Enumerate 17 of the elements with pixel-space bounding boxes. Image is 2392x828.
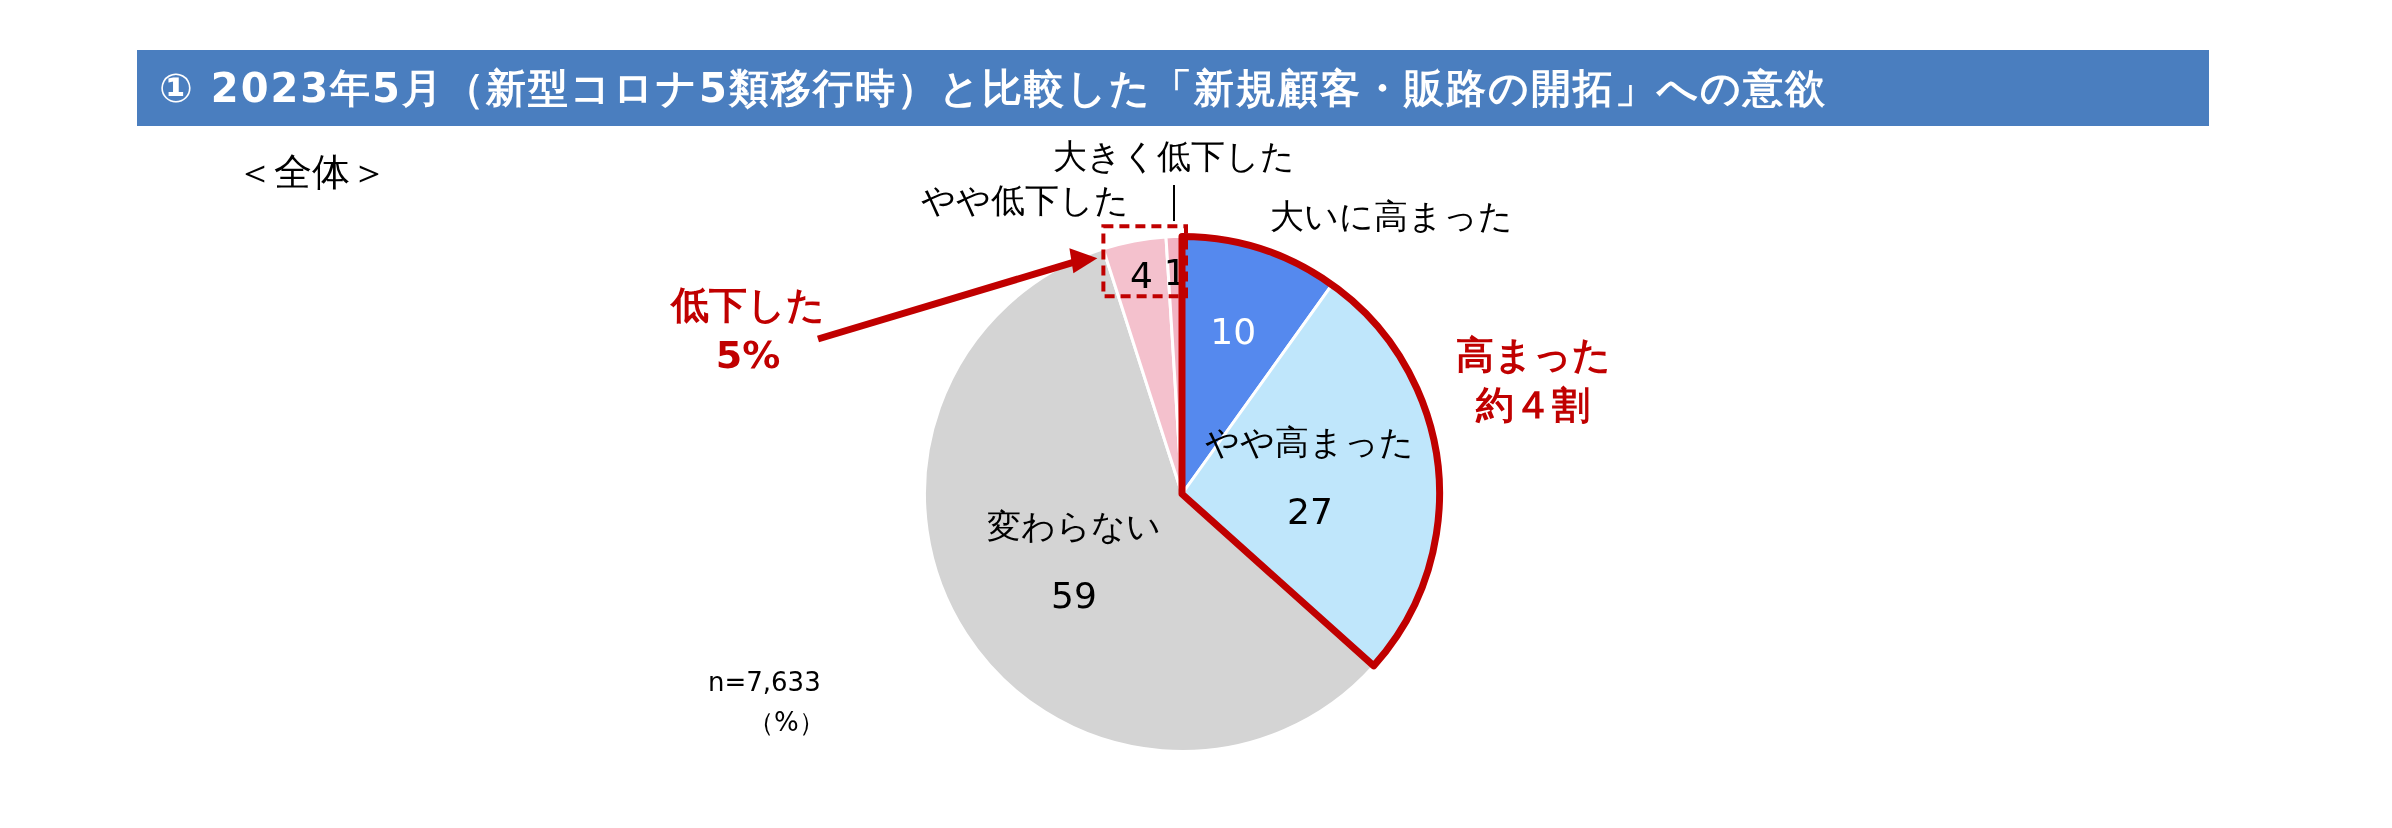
data-label: 59 xyxy=(1051,575,1097,617)
text: 高まった xyxy=(1454,332,1612,379)
slice-label: 大きく低下した xyxy=(1052,136,1295,177)
text: （%） xyxy=(748,706,825,739)
text: 5% xyxy=(714,332,782,379)
text: 低下した xyxy=(669,282,826,329)
slice-label: 変わらない xyxy=(986,505,1161,546)
slice-label: やや高まった xyxy=(1205,421,1415,462)
text: n=7,633 xyxy=(708,666,821,699)
data-label: 10 xyxy=(1210,311,1257,353)
slice-label: 大いに高まった xyxy=(1270,196,1514,237)
chart-title: ① 2023年5月（新型コロナ5類移行時）と比較した「新規顧客・販路の開拓」への意欲 xyxy=(137,50,2209,126)
data-label: 27 xyxy=(1287,491,1333,533)
slice-label: やや低下した xyxy=(921,179,1130,220)
data-label: 4 xyxy=(1129,255,1153,297)
text: ＜全体＞ xyxy=(236,149,388,196)
text: 約４割 xyxy=(1474,382,1591,429)
